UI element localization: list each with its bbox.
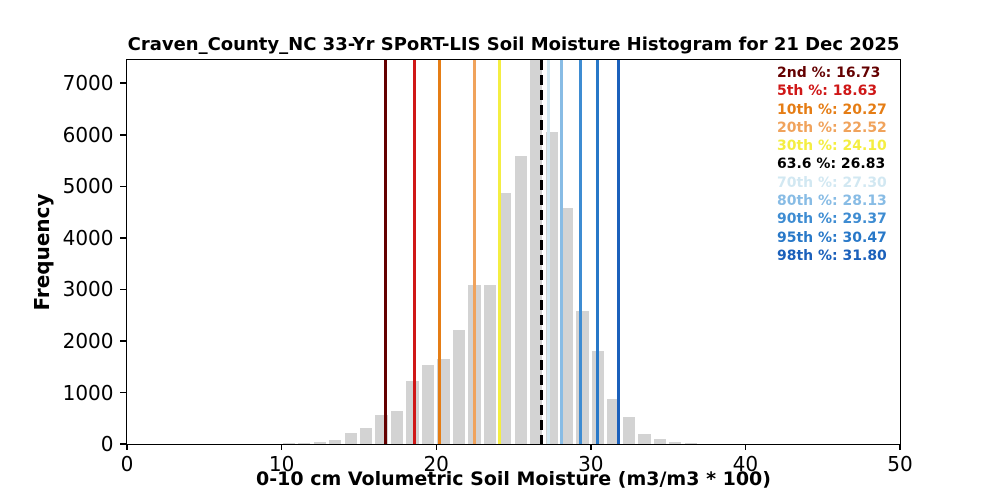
y-tick [119,288,126,291]
x-tick-label: 50 [887,452,913,476]
legend-entry-5th: 5th %: 18.63 [777,83,878,100]
histogram-bar-11 [298,442,311,444]
x-tick [280,444,283,450]
percentile-line-98th [616,59,620,444]
histogram-bar-21 [452,329,466,444]
histogram-bar-10 [282,442,295,444]
y-tick-label: 3000 [62,277,114,302]
histogram-bar-35 [669,441,682,444]
legend-entry-30th: 30th %: 24.10 [777,138,887,155]
histogram-bar-25 [514,156,527,444]
legend-entry-20th: 20th %: 22.52 [777,119,887,136]
histogram-bar-33 [638,434,651,444]
legend-entry-90th: 90th %: 29.37 [777,211,887,228]
percentile-line-5th [413,59,416,444]
percentile-line-63.6 [539,59,544,444]
percentile-line-30th [497,59,501,444]
x-tick-label: 10 [268,452,295,476]
legend-entry-2nd: 2nd %: 16.73 [777,65,881,81]
histogram-bar-24 [499,193,512,444]
y-tick-label: 5000 [62,174,114,199]
histogram-bar-12 [313,442,326,444]
y-tick-label: 6000 [62,122,114,147]
y-tick [119,443,126,445]
x-tick [744,444,747,450]
y-tick-label: 7000 [62,71,114,96]
legend-entry-10th: 10th %: 20.27 [777,101,887,118]
y-tick [119,185,126,187]
x-tick-label: 20 [423,452,449,476]
histogram-bar-19 [421,365,435,444]
y-axis-label: Frequency [30,193,54,311]
histogram-bar-17 [390,410,404,444]
percentile-legend: 2nd %: 16.73 5th %: 18.63 10th %: 20.27 20t… [777,64,887,265]
percentile-line-70th [547,59,551,444]
x-tick-label: 0 [120,452,134,476]
x-tick-label: 30 [578,452,604,476]
x-tick [126,444,128,450]
y-tick [119,340,126,342]
percentile-line-2nd [383,59,387,444]
y-tick-label: 0 [100,432,114,456]
y-tick [119,134,126,136]
histogram-bar-28 [560,207,574,444]
histogram-bar-32 [622,417,636,444]
x-tick [899,444,901,450]
histogram-bar-31 [607,398,620,444]
chart-title: Craven_County_NC 33-Yr SPoRT-LIS Soil Mo… [127,34,900,55]
y-tick [119,391,126,394]
percentile-line-20th [473,59,477,444]
histogram-bar-15 [359,428,373,444]
legend-entry-95th: 95th %: 30.47 [777,229,887,246]
legend-entry-70th: 70th %: 27.30 [777,174,887,191]
histogram-bar-13 [329,440,342,444]
legend-entry-63.6: 63.6 %: 26.83 [777,156,886,173]
y-tick [119,82,126,84]
y-tick-label: 2000 [62,328,114,353]
histogram-bar-36 [684,442,697,444]
percentile-line-90th [579,59,583,444]
x-tick [435,444,437,450]
legend-entry-98th: 98th %: 31.80 [777,247,887,264]
x-tick [590,444,592,450]
plot-area [125,58,901,445]
percentile-line-80th [559,59,563,444]
percentile-line-95th [596,59,600,444]
y-tick [119,237,126,239]
x-tick-label: 40 [732,452,759,476]
histogram-bar-14 [344,433,357,444]
percentile-line-10th [438,59,442,444]
x-axis-label: 0-10 cm Volumetric Soil Moisture (m3/m3 … [256,468,771,490]
y-tick-label: 4000 [62,225,114,250]
histogram-bar-23 [483,284,496,444]
histogram-bar-26 [530,59,543,444]
y-tick-label: 1000 [62,380,114,405]
histogram-bar-34 [653,439,667,444]
legend-entry-80th: 80th %: 28.13 [777,193,887,210]
